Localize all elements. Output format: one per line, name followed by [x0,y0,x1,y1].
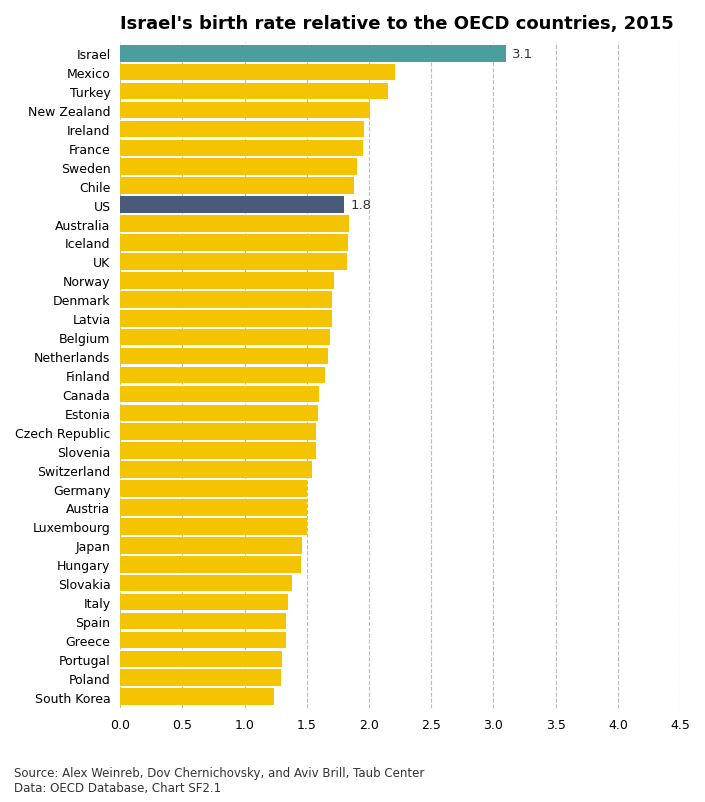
Bar [121,405,318,422]
Bar [121,462,312,478]
Bar [121,443,316,460]
Text: 3.1: 3.1 [512,47,533,61]
Bar [121,575,292,592]
Bar [121,160,357,176]
Bar [121,613,286,630]
Bar [121,216,349,233]
Bar [121,424,316,440]
Bar [121,500,307,516]
Bar [121,121,364,138]
Bar [121,235,348,252]
Bar [121,367,326,384]
Bar [121,103,370,119]
Bar [121,178,354,195]
Bar [121,310,332,327]
Bar [121,65,396,81]
Bar [121,594,288,610]
Bar [121,253,347,270]
Bar [121,83,388,100]
Bar [121,650,282,667]
Bar [121,557,300,573]
Bar [121,537,302,554]
Bar [121,689,274,705]
Bar [121,386,319,403]
Bar [121,292,332,308]
Text: Israel's birth rate relative to the OECD countries, 2015: Israel's birth rate relative to the OECD… [121,15,674,33]
Bar [121,273,334,290]
Bar [121,46,506,63]
Text: Source: Alex Weinreb, Dov Chernichovsky, and Aviv Brill, Taub Center
Data: OECD : Source: Alex Weinreb, Dov Chernichovsky,… [14,766,424,794]
Bar [121,670,281,687]
Bar [121,480,307,497]
Bar [121,330,331,346]
Bar [121,632,286,649]
Bar [121,197,344,213]
Bar [121,518,307,535]
Text: 1.8: 1.8 [350,199,372,212]
Bar [121,140,363,157]
Bar [121,348,328,365]
